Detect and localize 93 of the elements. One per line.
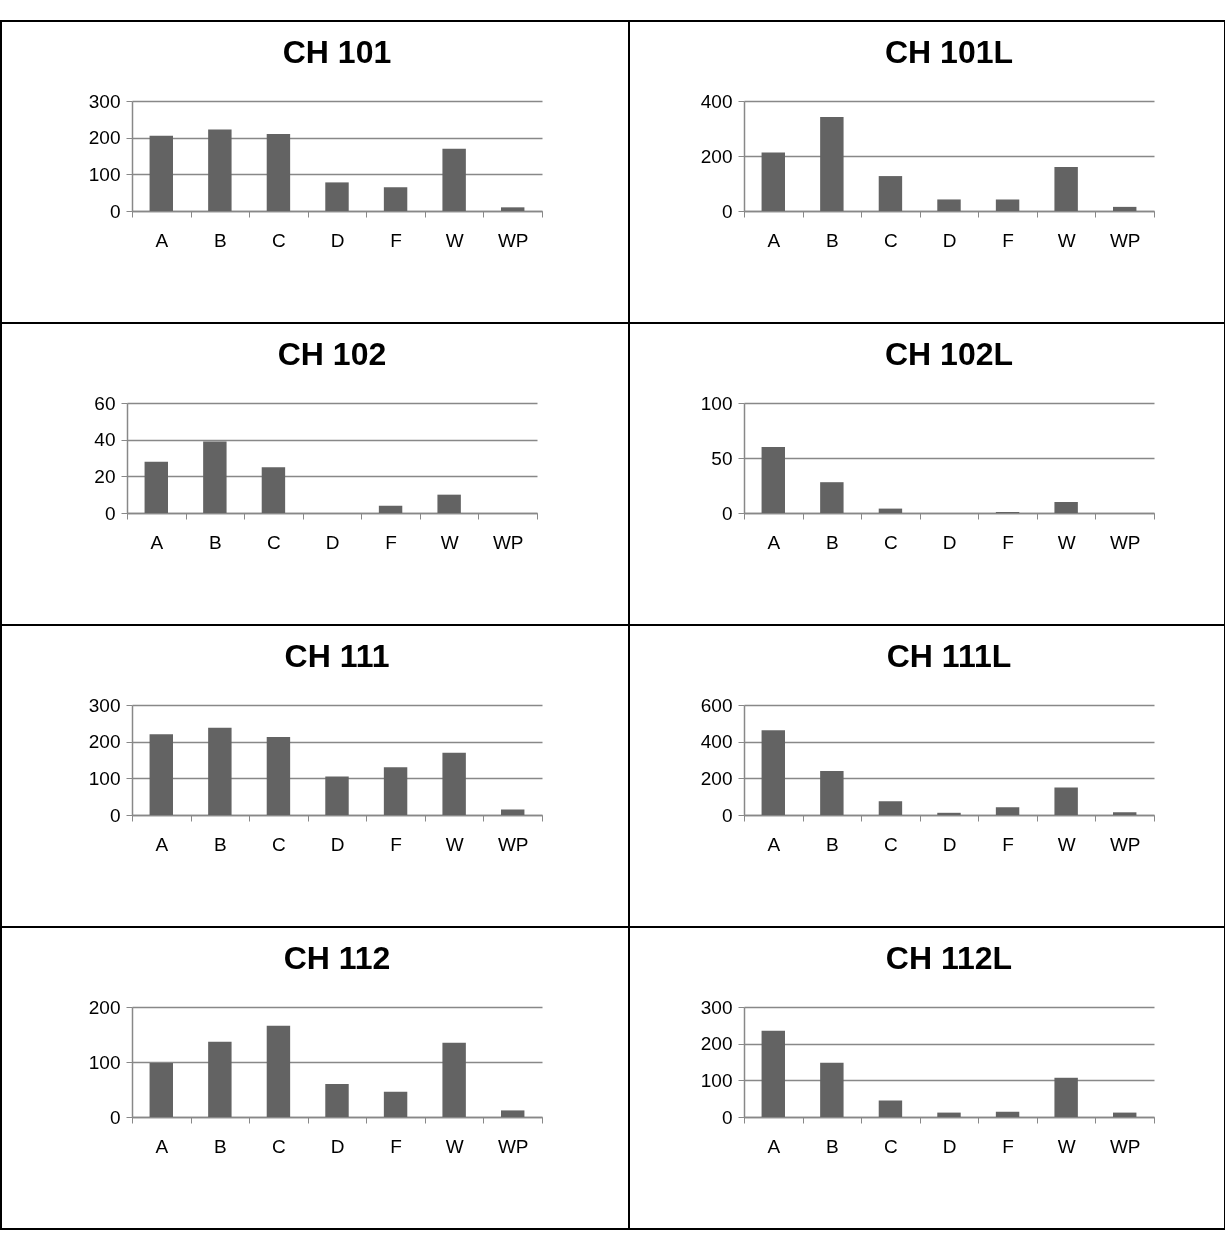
chart-title: CH 111 — [284, 638, 389, 674]
x-tick-label: B — [825, 531, 839, 553]
y-tick-label: 200 — [88, 731, 120, 753]
x-tick-label: F — [384, 531, 397, 553]
x-tick-label: W — [1057, 833, 1076, 855]
x-tick-label: A — [766, 833, 780, 855]
y-tick-label: 300 — [88, 90, 120, 112]
x-tick-label: F — [1001, 531, 1014, 553]
y-tick-label: 100 — [88, 767, 120, 789]
y-tick-label: 600 — [700, 694, 732, 716]
x-tick-label: A — [766, 229, 780, 251]
x-tick-label: W — [440, 531, 459, 553]
x-tick-label: W — [1057, 531, 1076, 553]
y-tick-label: 20 — [93, 465, 115, 487]
y-tick-label: 200 — [700, 1033, 732, 1055]
chart-title: CH 102 — [277, 336, 386, 372]
x-tick-label: A — [154, 833, 168, 855]
y-tick-label: 50 — [710, 447, 732, 469]
x-tick-label: W — [445, 229, 464, 251]
x-tick-label: B — [213, 833, 227, 855]
x-tick-label: WP — [1109, 833, 1141, 855]
x-tick-label: F — [1001, 229, 1014, 251]
y-tick-label: 400 — [700, 731, 732, 753]
chart-title: CH 101L — [884, 34, 1013, 70]
x-tick-label: C — [883, 531, 898, 553]
chart-title: CH 112 — [283, 940, 390, 976]
y-tick-label: 100 — [700, 1069, 732, 1091]
x-tick-label: WP — [497, 833, 529, 855]
y-tick-label: 200 — [700, 145, 732, 167]
chart-title: CH 102L — [884, 336, 1013, 372]
y-tick-label: 200 — [88, 996, 120, 1018]
x-tick-label: WP — [1109, 229, 1141, 251]
x-tick-label: C — [266, 531, 281, 553]
y-tick-label: 0 — [721, 1106, 732, 1128]
y-tick-label: 100 — [700, 392, 732, 414]
x-tick-label: D — [942, 1135, 956, 1157]
x-tick-label: D — [942, 833, 956, 855]
x-tick-label: WP — [492, 531, 524, 553]
x-tick-label: D — [330, 833, 344, 855]
x-tick-label: F — [389, 1135, 402, 1157]
x-tick-label: F — [389, 833, 402, 855]
y-tick-label: 0 — [721, 200, 732, 222]
x-tick-label: C — [883, 833, 898, 855]
y-tick-label: 0 — [721, 804, 732, 826]
x-tick-label: B — [825, 833, 839, 855]
x-tick-label: C — [883, 229, 898, 251]
x-tick-label: F — [389, 229, 402, 251]
x-tick-label: W — [445, 1135, 464, 1157]
x-tick-label: WP — [1109, 531, 1141, 553]
x-tick-label: F — [1001, 833, 1014, 855]
y-tick-label: 0 — [109, 804, 120, 826]
x-tick-label: B — [213, 1135, 227, 1157]
y-tick-label: 200 — [700, 767, 732, 789]
x-tick-label: C — [271, 1135, 286, 1157]
y-tick-label: 0 — [721, 502, 732, 524]
x-tick-label: F — [1001, 1135, 1014, 1157]
y-tick-label: 0 — [104, 502, 115, 524]
y-tick-label: 300 — [88, 694, 120, 716]
y-tick-label: 100 — [88, 163, 120, 185]
x-tick-label: W — [445, 833, 464, 855]
x-tick-label: C — [271, 833, 286, 855]
x-tick-label: W — [1057, 229, 1076, 251]
y-tick-label: 100 — [88, 1051, 120, 1073]
y-tick-label: 200 — [88, 127, 120, 149]
x-tick-label: D — [942, 531, 956, 553]
y-tick-label: 400 — [700, 90, 732, 112]
x-tick-label: B — [213, 229, 227, 251]
x-tick-label: A — [149, 531, 163, 553]
x-tick-label: B — [208, 531, 222, 553]
x-tick-label: A — [766, 1135, 780, 1157]
x-tick-label: WP — [497, 229, 529, 251]
x-tick-label: D — [325, 531, 339, 553]
y-tick-label: 40 — [93, 429, 115, 451]
chart-title: CH 111L — [886, 638, 1011, 674]
x-tick-label: D — [330, 1135, 344, 1157]
y-tick-label: 0 — [109, 200, 120, 222]
chart-title: CH 112L — [885, 940, 1012, 976]
y-tick-label: 300 — [700, 996, 732, 1018]
y-tick-label: 0 — [109, 1106, 120, 1128]
x-tick-label: WP — [1109, 1135, 1141, 1157]
chart-title: CH 101 — [282, 34, 391, 70]
x-tick-label: W — [1057, 1135, 1076, 1157]
x-tick-label: A — [766, 531, 780, 553]
x-tick-label: C — [271, 229, 286, 251]
x-tick-label: B — [825, 1135, 839, 1157]
x-tick-label: D — [330, 229, 344, 251]
x-tick-label: WP — [497, 1135, 529, 1157]
y-tick-label: 60 — [93, 392, 115, 414]
x-tick-label: A — [154, 1135, 168, 1157]
x-tick-label: B — [825, 229, 839, 251]
x-tick-label: D — [942, 229, 956, 251]
x-tick-label: C — [883, 1135, 898, 1157]
x-tick-label: A — [154, 229, 168, 251]
